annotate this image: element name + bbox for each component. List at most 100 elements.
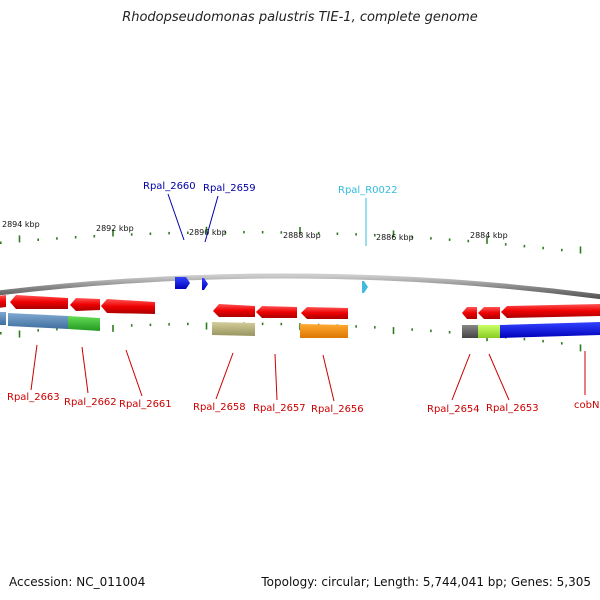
gene-arrow-rpal-2654[interactable] bbox=[478, 307, 500, 319]
minor-tick bbox=[130, 324, 133, 327]
minor-tick bbox=[187, 322, 189, 326]
major-tick bbox=[205, 322, 208, 330]
gene-arrow-rpal-2658[interactable] bbox=[213, 304, 255, 317]
minor-tick bbox=[411, 328, 413, 331]
minor-tick bbox=[93, 235, 96, 238]
minor-tick bbox=[448, 238, 451, 241]
cog-bar bbox=[68, 316, 100, 331]
leader-line bbox=[30, 344, 38, 391]
minor-tick bbox=[243, 230, 245, 234]
minor-tick bbox=[56, 327, 58, 331]
gene-label-rpal-2662[interactable]: Rpal_2662 bbox=[64, 397, 117, 408]
minor-tick bbox=[336, 232, 339, 235]
kbp-label: 2886 kbp bbox=[376, 233, 414, 242]
map-title: Rhodopseudomonas palustris TIE-1, comple… bbox=[122, 10, 478, 25]
bottom-gene-labels: Rpal_2663 Rpal_2662 Rpal_2661 Rpal_2658 … bbox=[7, 392, 599, 415]
minor-tick bbox=[74, 236, 77, 239]
leader-line bbox=[451, 353, 471, 401]
gene-label-rpal-2661[interactable]: Rpal_2661 bbox=[119, 399, 172, 410]
accession-text: Accession: NC_011004 bbox=[9, 575, 146, 589]
gene-arrow-rpal-2657[interactable] bbox=[256, 306, 297, 318]
minor-tick bbox=[261, 231, 264, 234]
major-tick bbox=[392, 230, 395, 238]
gene-arrow-rpal-2664[interactable] bbox=[0, 295, 6, 308]
minor-tick bbox=[467, 239, 470, 243]
minor-tick bbox=[224, 231, 226, 234]
minor-tick bbox=[374, 234, 376, 237]
gene-arrow-rpal-2661[interactable] bbox=[101, 299, 155, 314]
minor-tick bbox=[504, 243, 507, 246]
minor-tick bbox=[168, 231, 170, 235]
gene-label-rpal-2654[interactable]: Rpal_2654 bbox=[427, 404, 480, 415]
gene-label-rpal-r0022[interactable]: Rpal_R0022 bbox=[338, 185, 398, 196]
gene-arrow-rpal-r0022[interactable] bbox=[362, 281, 368, 293]
gene-arrow-rpal-2655[interactable] bbox=[462, 307, 477, 319]
minor-tick bbox=[149, 323, 152, 327]
cog-bar bbox=[300, 324, 348, 338]
minor-tick bbox=[37, 238, 39, 241]
gene-label-rpal-2663[interactable]: Rpal_2663 bbox=[7, 392, 60, 403]
gene-arrow-rpal-2653[interactable] bbox=[501, 304, 600, 318]
minor-tick bbox=[37, 329, 39, 332]
kbp-label: 2892 kbp bbox=[96, 224, 134, 233]
annotation-color-track bbox=[0, 312, 600, 338]
major-tick bbox=[299, 227, 301, 234]
top-gene-labels: Rpal_2660 Rpal_2659 Rpal_R0022 bbox=[143, 181, 398, 196]
gene-label-rpal-2653[interactable]: Rpal_2653 bbox=[486, 403, 539, 414]
minor-tick bbox=[317, 231, 320, 235]
genome-summary-text: Topology: circular; Length: 5,744,041 bp… bbox=[261, 575, 591, 589]
major-tick bbox=[112, 324, 114, 332]
minor-tick bbox=[280, 322, 283, 326]
minor-tick bbox=[542, 339, 544, 343]
gene-arrow-rpal-2660[interactable] bbox=[175, 277, 190, 289]
bottom-label-leaders bbox=[30, 344, 586, 402]
major-tick bbox=[205, 226, 208, 234]
minor-tick bbox=[542, 246, 544, 250]
kbp-label: 2884 kbp bbox=[470, 231, 508, 240]
leader-line bbox=[167, 193, 185, 241]
gene-label-rpal-2658[interactable]: Rpal_2658 bbox=[193, 402, 246, 413]
gene-label-cobn[interactable]: cobN bbox=[574, 400, 599, 411]
cog-bar bbox=[500, 322, 600, 338]
kbp-label: 2894 kbp bbox=[2, 220, 40, 229]
leader-line bbox=[125, 349, 143, 397]
leader-line bbox=[204, 195, 219, 243]
minor-tick bbox=[187, 231, 189, 234]
cog-bar bbox=[478, 325, 500, 338]
minor-tick bbox=[355, 325, 357, 328]
gene-arrow-rpal-2662[interactable] bbox=[70, 298, 100, 311]
major-tick bbox=[579, 246, 582, 254]
minor-tick bbox=[56, 237, 58, 240]
cog-bar bbox=[212, 322, 255, 336]
gene-label-rpal-2659[interactable]: Rpal_2659 bbox=[203, 183, 256, 194]
gene-arrow-rpal-2659[interactable] bbox=[202, 278, 208, 290]
minor-tick bbox=[0, 332, 2, 335]
minor-tick bbox=[430, 329, 432, 333]
major-tick bbox=[392, 327, 395, 335]
minor-tick bbox=[523, 244, 526, 248]
major-tick bbox=[112, 229, 114, 237]
leader-line bbox=[274, 353, 278, 401]
minor-tick bbox=[261, 322, 264, 326]
major-tick bbox=[18, 330, 21, 338]
minor-tick bbox=[0, 241, 2, 244]
minor-tick bbox=[561, 342, 563, 345]
gene-label-rpal-2660[interactable]: Rpal_2660 bbox=[143, 181, 196, 192]
genome-backbone bbox=[0, 273, 600, 300]
cog-bar bbox=[462, 325, 478, 338]
minor-tick bbox=[149, 232, 152, 235]
leader-line bbox=[215, 352, 234, 400]
major-tick bbox=[486, 236, 488, 244]
minor-tick bbox=[130, 233, 133, 236]
major-tick bbox=[18, 235, 21, 243]
gene-arrow-rpal-2656[interactable] bbox=[301, 307, 348, 319]
gene-label-rpal-2657[interactable]: Rpal_2657 bbox=[253, 403, 306, 414]
leader-line bbox=[488, 353, 510, 401]
gene-arrow-rpal-2663[interactable] bbox=[10, 295, 68, 309]
minor-tick bbox=[523, 337, 526, 341]
minor-tick bbox=[374, 326, 376, 329]
gene-label-rpal-2656[interactable]: Rpal_2656 bbox=[311, 404, 364, 415]
cog-bar bbox=[8, 313, 68, 329]
minor-tick bbox=[430, 237, 432, 240]
